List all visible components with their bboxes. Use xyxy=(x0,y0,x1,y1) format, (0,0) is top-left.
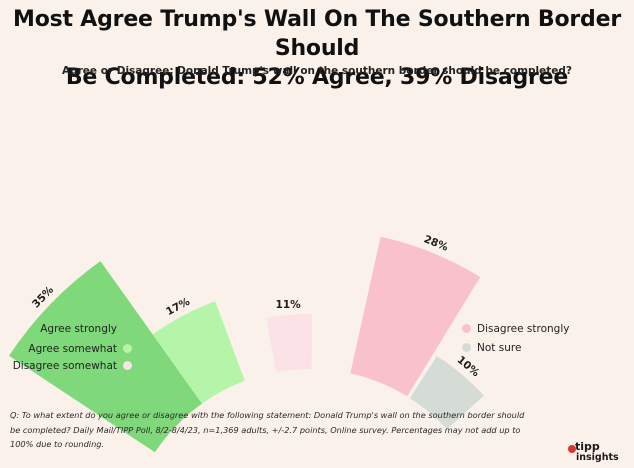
legend-right: Disagree strongly Not sure xyxy=(462,322,582,356)
legend-item-agree-strongly: Agree strongly xyxy=(40,322,132,336)
legend-swatch-agree-strongly xyxy=(123,323,132,333)
chart-title-line-2: Be Completed: 52% Agree, 39% Disagree xyxy=(65,65,569,90)
legend-item-disagree-somewhat: Disagree somewhat xyxy=(13,359,132,373)
legend-label-disagree-strongly: Disagree strongly xyxy=(477,323,570,335)
tipp-insights-logo: tipp insights xyxy=(566,440,628,466)
logo-brand-sub: insights xyxy=(576,452,619,463)
bar-disagree-somewhat xyxy=(266,313,313,373)
chart-title: Most Agree Trump's Wall On The Southern … xyxy=(0,5,634,92)
logo-brand: tipp xyxy=(575,440,600,453)
legend-item-disagree-strongly: Disagree strongly xyxy=(462,322,569,336)
legend-label-agree-somewhat: Agree somewhat xyxy=(28,343,117,355)
legend-item-agree-somewhat: Agree somewhat xyxy=(28,342,132,356)
legend-label-not-sure: Not sure xyxy=(477,342,522,354)
chart-title-line-1: Most Agree Trump's Wall On The Southern … xyxy=(13,7,621,61)
survey-footnote: Q: To what extent do you agree or disagr… xyxy=(10,410,525,449)
legend-label-disagree-somewhat: Disagree somewhat xyxy=(12,360,117,372)
bar-agree-somewhat xyxy=(152,301,245,404)
legend-swatch-not-sure xyxy=(462,342,471,352)
bar-agree-strongly xyxy=(9,261,202,453)
legend-swatch-agree-somewhat xyxy=(123,343,132,353)
legend-left: Agree strongly Agree somewhat Disagree s… xyxy=(10,322,132,372)
logo-mark-icon xyxy=(568,445,576,453)
chart-subtitle: Agree or Disagree: Donald Trump's wall o… xyxy=(61,65,573,77)
value-label-disagree-somewhat: 11% xyxy=(276,299,302,311)
bar-not-sure xyxy=(409,356,484,430)
legend-item-not-sure: Not sure xyxy=(462,341,521,355)
legend-label-agree-strongly: Agree strongly xyxy=(40,323,117,335)
legend-swatch-disagree-strongly xyxy=(462,323,471,333)
legend-swatch-disagree-somewhat xyxy=(123,360,132,370)
bar-disagree-strongly xyxy=(350,236,481,397)
